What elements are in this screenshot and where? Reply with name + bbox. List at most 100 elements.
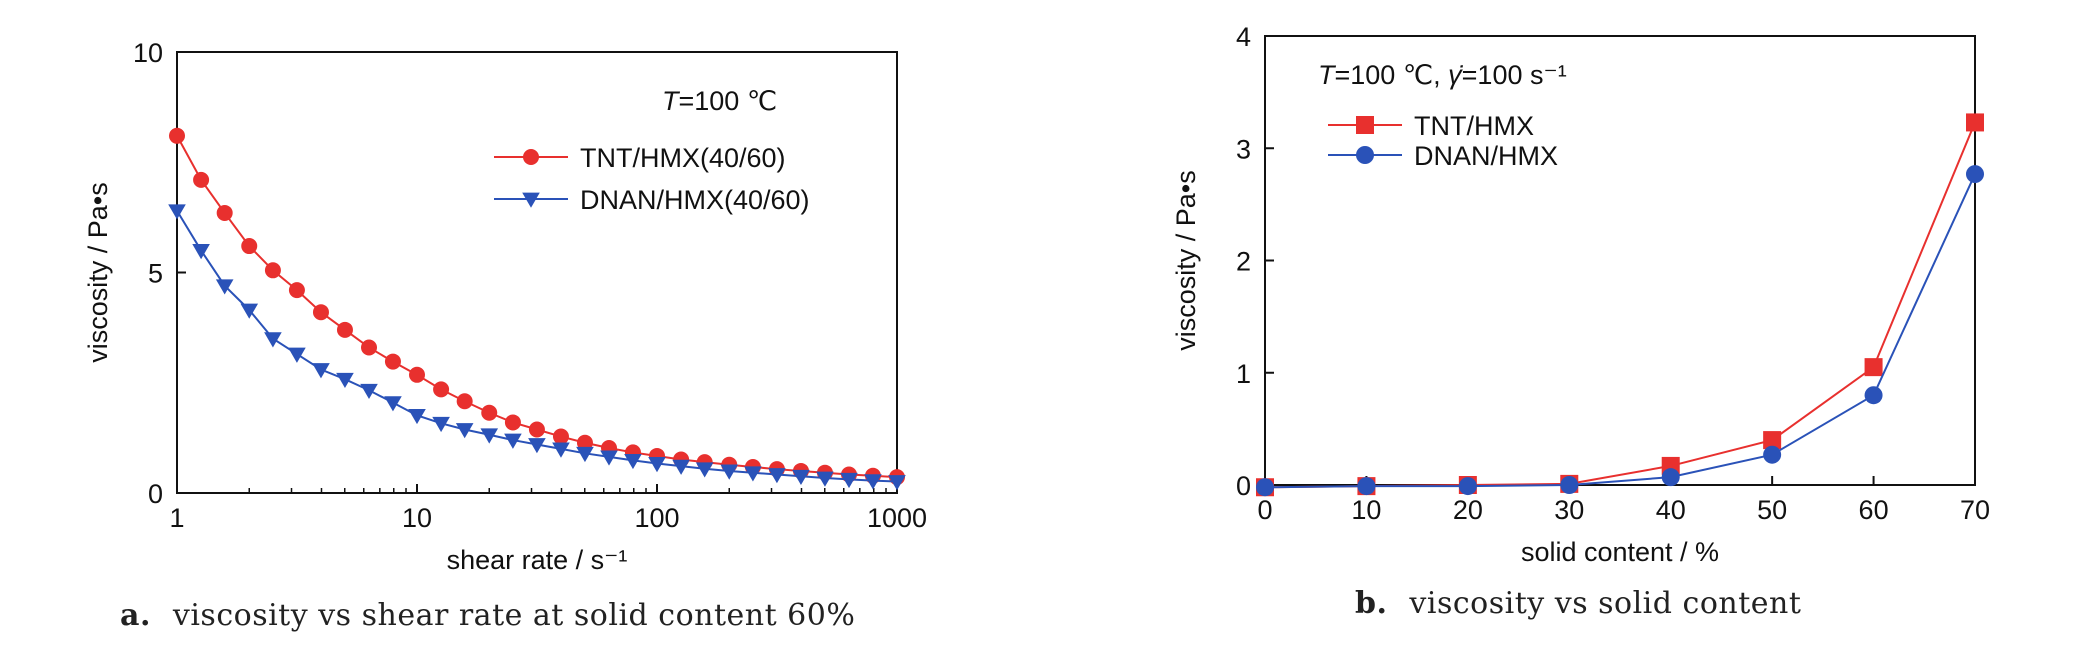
- chart-b-legend-marker: [1356, 146, 1374, 164]
- chart-a-series-2-point: [624, 453, 642, 470]
- chart-a-ytick-label: 10: [133, 38, 163, 68]
- chart-a-series-2-point: [480, 428, 499, 444]
- chart-b-series-2-point: [1661, 468, 1680, 487]
- chart-b-legend-label: DNAN/HMX: [1414, 141, 1558, 171]
- chart-a-series-1-point: [361, 339, 378, 356]
- chart-a-series-2-point: [215, 279, 234, 295]
- chart-a-series-2-point: [576, 446, 594, 463]
- chart-b-x-axis-label: solid content / %: [1521, 537, 1719, 567]
- chart-a-series-2-point: [288, 347, 306, 363]
- chart-a-series-2-point: [360, 383, 378, 400]
- chart-b-ytick-label: 0: [1236, 471, 1251, 501]
- chart-b-series-2-line: [1264, 173, 1976, 489]
- chart-b-xtick-label: 10: [1351, 495, 1381, 525]
- chart-a-series-1-point: [409, 366, 425, 383]
- chart-a-series-2: [168, 204, 906, 491]
- chart-a-series-1-point: [481, 404, 498, 421]
- chart-b-series-2-point: [1864, 386, 1883, 405]
- chart-a-series-2-point: [408, 408, 426, 425]
- chart-b-series-1: [1256, 113, 1984, 497]
- chart-a-series-2-point: [432, 416, 450, 433]
- chart-a-legend-label: TNT/HMX(40/60): [580, 143, 786, 173]
- chart-a-x-axis-label: shear rate / s⁻¹: [447, 545, 628, 575]
- chart-a-legend-label: DNAN/HMX(40/60): [580, 185, 810, 215]
- chart-a-series-2-point: [648, 457, 666, 473]
- caption-a-label: a.: [120, 598, 151, 633]
- chart-b-series-2-point: [1763, 445, 1782, 464]
- chart-a-series-2-point: [528, 438, 546, 454]
- chart-b-annotation-var: T: [1318, 60, 1337, 90]
- chart-a-series-2-point: [552, 442, 570, 458]
- caption-b-label: b.: [1355, 586, 1388, 621]
- chart-a-series-1-point: [528, 421, 545, 438]
- chart-b-annotation-rest2: =100 s⁻¹: [1462, 60, 1567, 90]
- chart-a-annotation-rest: =100 ℃: [679, 86, 778, 116]
- chart-a-series-1-point: [504, 414, 521, 431]
- chart-a-series-1-point: [312, 304, 329, 321]
- chart-a-series-2-point: [744, 466, 762, 482]
- chart-a-series-2-point: [840, 472, 858, 489]
- chart-b-series-1-point: [1864, 358, 1883, 377]
- chart-a-series-2-point: [240, 303, 259, 319]
- chart-a-series-2-point: [455, 423, 474, 439]
- chart-b-annotation-var2: γ̇: [1448, 60, 1464, 90]
- chart-a-series-2-point: [816, 471, 834, 487]
- chart-b-xtick-label: 60: [1859, 495, 1889, 525]
- chart-a-series-1-point: [576, 434, 593, 451]
- chart-a-xtick-label: 100: [634, 503, 679, 533]
- chart-b-series-1-line: [1264, 122, 1976, 489]
- chart-a-series-2-point: [384, 396, 402, 412]
- chart-a-series-2-point: [264, 332, 282, 348]
- chart-b-group: 0 10 20 30 40 50 60 70 0 1 2 3 4 solid content / % vis…: [1171, 22, 1990, 567]
- chart-b-y-axis-label: viscosity / Pa•s: [1171, 170, 1201, 351]
- chart-b-xtick-label: 50: [1757, 495, 1787, 525]
- chart-a-xtick-label: 1: [169, 503, 184, 533]
- chart-a-series-1-point: [288, 282, 305, 299]
- chart-a-series-1-point: [193, 171, 210, 188]
- chart-a-series-2-point: [168, 204, 186, 220]
- chart-b-xtick-label: 20: [1453, 495, 1483, 525]
- chart-a-series-2-point: [720, 464, 739, 480]
- chart-a-group: 1 10 100 1000 0 5 10 shear rate / s⁻¹ viscosity …: [83, 38, 927, 575]
- chart-a-ytick-label: 5: [148, 259, 163, 289]
- chart-b-series-2: [1256, 165, 1984, 497]
- chart-b-series-2-point: [1560, 476, 1579, 494]
- chart-a-series-1: [169, 127, 905, 486]
- chart-b-ytick-label: 2: [1236, 247, 1251, 277]
- chart-b-xtick-label: 70: [1960, 495, 1990, 525]
- chart-b-legend-marker: [1356, 116, 1374, 134]
- chart-a-series-2-point: [600, 450, 618, 466]
- caption-a: a. viscosity vs shear rate at solid conte…: [120, 598, 855, 633]
- chart-a-series-1-point: [456, 393, 473, 410]
- chart-a-series-1-point: [169, 127, 185, 144]
- chart-b-xtick-label: 0: [1257, 495, 1272, 525]
- chart-a-series-2-point: [312, 363, 330, 379]
- chart-a-ytick-label: 0: [148, 479, 163, 509]
- chart-a-series-2-point: [792, 469, 810, 486]
- chart-b-xtick-label: 40: [1656, 495, 1686, 525]
- caption-a-text: viscosity vs shear rate at solid content…: [172, 598, 856, 633]
- caption-b: b. viscosity vs solid content: [1355, 586, 1801, 621]
- chart-a-series-1-point: [216, 204, 233, 221]
- chart-a-legend: TNT/HMX(40/60) DNAN/HMX(40/60): [494, 143, 810, 215]
- chart-a-series-2-point: [888, 475, 906, 491]
- chart-a-legend-marker: [523, 149, 539, 165]
- chart-b-series-2-point: [1458, 477, 1477, 496]
- chart-a-y-axis-label: viscosity / Pa•s: [83, 182, 113, 363]
- chart-b-legend-label: TNT/HMX: [1414, 111, 1534, 141]
- chart-a-xtick-label: 1000: [867, 503, 927, 533]
- chart-a-series-1-point: [241, 238, 258, 255]
- chart-a-series-2-point: [504, 433, 522, 449]
- chart-a-series-2-point: [336, 372, 354, 389]
- chart-b-annotation-rest: =100 ℃,: [1335, 60, 1449, 90]
- chart-b-series-2-point: [1256, 478, 1274, 497]
- chart-a-annotation-var: T: [662, 86, 681, 116]
- chart-b-xtick-label: 30: [1554, 495, 1584, 525]
- chart-a-series-2-point: [768, 468, 786, 484]
- caption-b-text: viscosity vs solid content: [1409, 586, 1802, 621]
- chart-a-legend-marker: [522, 192, 540, 208]
- chart-a-series-1-point: [552, 428, 569, 445]
- chart-b-series-1-point: [1763, 431, 1782, 450]
